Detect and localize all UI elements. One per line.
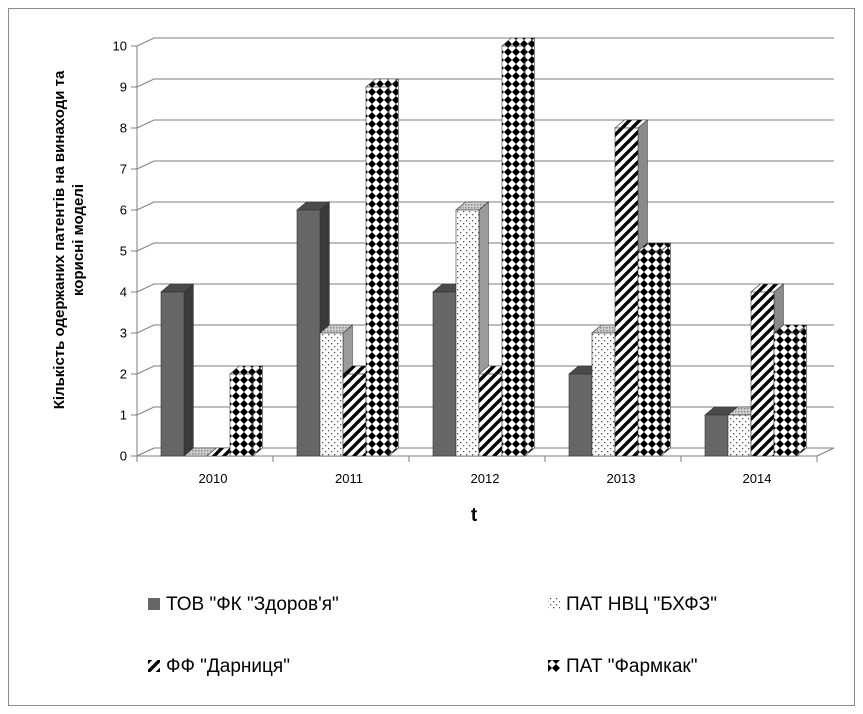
bar-front-face xyxy=(319,332,344,457)
bar-side-face xyxy=(796,324,807,457)
y-tick-label: 10 xyxy=(113,39,127,54)
legend-label-series-1: ТОВ "ФК "Здоров'я" xyxy=(166,594,339,615)
legend-item: ТОВ "ФК "Здоров'я" xyxy=(148,594,339,615)
legend: ТОВ "ФК "Здоров'я" ПАТ НВЦ "БХФЗ" ФФ "Да… xyxy=(148,594,717,677)
bar-side-face xyxy=(183,283,194,457)
bar-front-face xyxy=(296,209,321,457)
bar-front-face xyxy=(773,332,798,457)
y-tick-label: 8 xyxy=(120,121,127,136)
gridline xyxy=(136,160,834,170)
x-tick-label: 2011 xyxy=(335,471,363,486)
bar-front-face xyxy=(432,291,457,457)
gridline xyxy=(136,119,834,129)
y-tick-label: 0 xyxy=(120,449,127,464)
y-axis-title-line-1: Кількість одержаних патентів на винаходи… xyxy=(51,70,68,409)
bar-front-face xyxy=(591,332,616,457)
x-tick-label: 2014 xyxy=(743,471,772,486)
bar-front-face xyxy=(704,414,729,457)
x-tick-label: 2010 xyxy=(199,471,228,486)
bar xyxy=(773,324,808,457)
legend-swatch-series-4 xyxy=(548,660,560,672)
y-tick-label: 2 xyxy=(120,367,127,382)
chart-frame xyxy=(8,8,855,706)
gridline xyxy=(136,242,834,252)
bar-front-face xyxy=(342,373,367,457)
x-axis-title: t xyxy=(471,505,478,526)
gridline xyxy=(136,283,834,293)
bar xyxy=(637,242,672,457)
floor-edge xyxy=(816,447,835,457)
bar-front-face xyxy=(478,373,503,457)
y-tick-label: 7 xyxy=(120,162,127,177)
y-tick-label: 3 xyxy=(120,326,127,341)
bar xyxy=(501,37,536,457)
bar-front-face xyxy=(750,291,775,457)
legend-swatch-series-2 xyxy=(548,598,560,610)
bar-front-face xyxy=(229,373,254,457)
bar-side-face xyxy=(660,242,671,457)
y-tick-label: 5 xyxy=(120,244,127,259)
bar-side-face xyxy=(252,365,263,457)
legend-item: ПАТ НВЦ "БХФЗ" xyxy=(548,594,717,615)
gridline xyxy=(136,37,834,47)
bar-front-face xyxy=(727,414,752,457)
bar-front-face xyxy=(614,127,639,457)
bar-front-face xyxy=(501,45,526,457)
bar xyxy=(160,283,195,457)
bar-side-face xyxy=(524,37,535,457)
legend-label-series-2: ПАТ НВЦ "БХФЗ" xyxy=(566,594,717,615)
bar-front-face xyxy=(637,250,662,457)
y-tick-label: 4 xyxy=(120,285,127,300)
x-tick-label: 2013 xyxy=(607,471,636,486)
bar-front-face xyxy=(160,291,185,457)
y-tick-label: 1 xyxy=(120,408,127,423)
bar-front-face xyxy=(365,86,390,457)
legend-item: ФФ "Дарниця" xyxy=(148,656,290,677)
legend-label-series-4: ПАТ "Фармкак" xyxy=(566,656,697,677)
y-axis-title-line-2: корисні моделі xyxy=(70,184,87,296)
bar xyxy=(455,201,490,457)
floor-edge xyxy=(136,447,155,457)
legend-label-series-3: ФФ "Дарниця" xyxy=(166,656,290,677)
bar xyxy=(229,365,264,457)
bar-front-face xyxy=(568,373,593,457)
bar xyxy=(365,78,400,457)
legend-swatch-series-3 xyxy=(148,660,160,672)
bar-side-face xyxy=(388,78,399,457)
y-tick-label: 6 xyxy=(120,203,127,218)
bar-front-face xyxy=(455,209,480,457)
legend-swatch-series-1 xyxy=(148,598,160,610)
x-tick-label: 2012 xyxy=(471,471,500,486)
gridline xyxy=(136,78,834,88)
legend-item: ПАТ "Фармкак" xyxy=(548,656,697,677)
y-tick-label: 9 xyxy=(120,80,127,95)
gridline xyxy=(136,201,834,211)
